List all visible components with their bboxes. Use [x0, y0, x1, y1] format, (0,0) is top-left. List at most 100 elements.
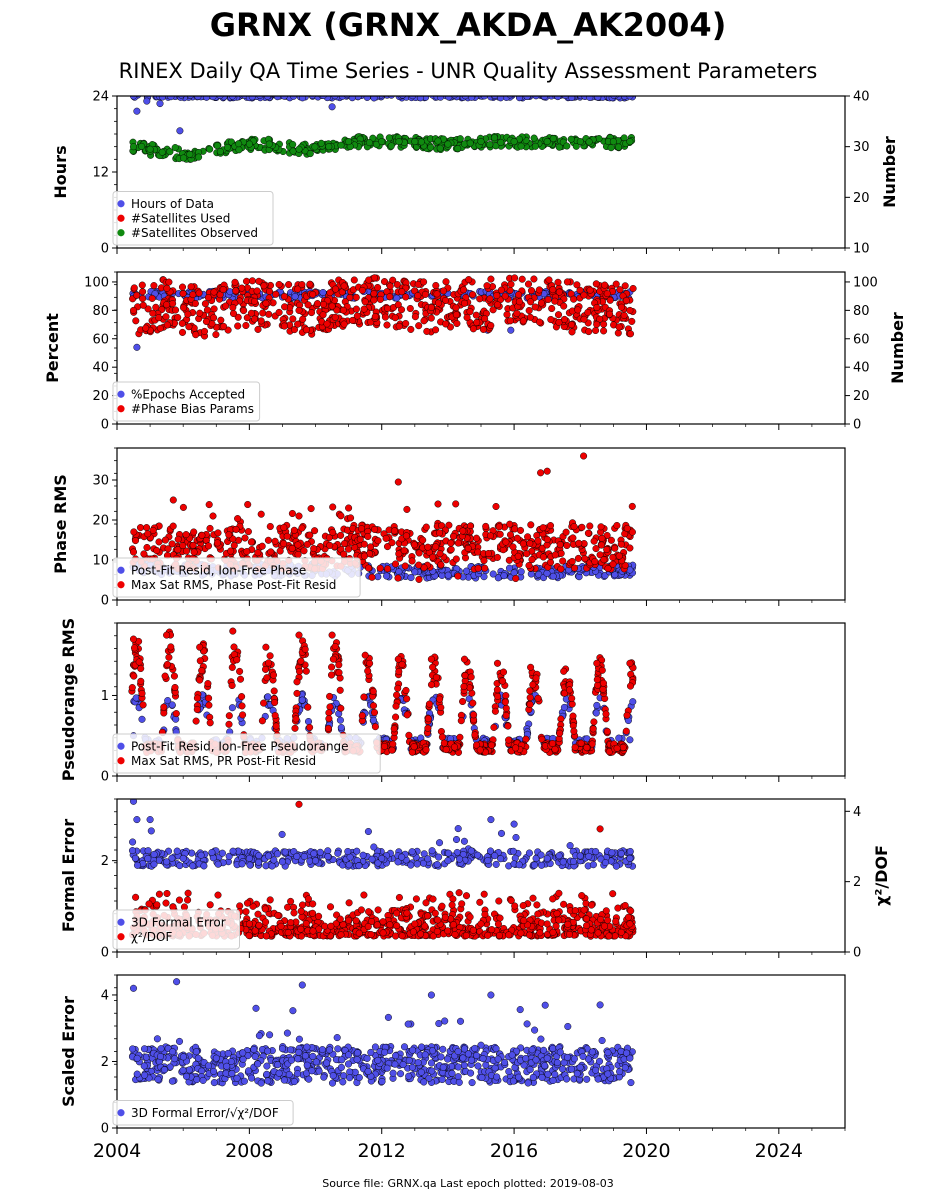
series-4-2-point [265, 659, 273, 667]
series-2-2-point [370, 296, 378, 304]
series-3-2-point [345, 504, 353, 512]
series-4-2-point [138, 689, 146, 697]
series-2-2-point [487, 275, 495, 283]
series-2-2-point [433, 290, 441, 298]
series-2-2-point [397, 306, 406, 314]
series-4-2-point [402, 686, 410, 694]
series-5-1-point [538, 861, 546, 869]
legend-marker [117, 200, 125, 208]
series-3-2-point [557, 565, 565, 573]
series-1-1-point [506, 96, 514, 99]
series-4-2-point [602, 710, 610, 718]
series-2-2-point [139, 295, 147, 303]
series-4-2-point [238, 702, 246, 710]
series-3-2-point [452, 555, 460, 563]
series-3-2-point [543, 467, 551, 475]
series-3-2-point [243, 548, 251, 556]
series-3-2-point [525, 561, 533, 570]
series-2-2-point [202, 317, 210, 326]
series-3-1-point [374, 573, 382, 581]
series-2-2-point [340, 282, 348, 290]
series-2-2-point [152, 303, 160, 311]
series-4-2-point [593, 676, 601, 684]
series-5-1-point [311, 857, 320, 865]
y2-tick-label: 20 [853, 191, 870, 206]
series-4-2-point [469, 699, 477, 707]
series-4-2-point [460, 683, 468, 691]
series-3-2-point [419, 536, 427, 544]
series-4-2-point [370, 708, 379, 717]
series-3-2-point [437, 561, 445, 569]
series-5-1-point [270, 856, 278, 864]
series-2-2-point [138, 281, 146, 289]
series-4-2-point [371, 723, 379, 731]
series-2-2-point [515, 298, 523, 306]
series-2-2-point [313, 300, 322, 308]
series-5-1-point [444, 849, 453, 857]
series-1-3-point [206, 145, 214, 153]
series-5-1-point [345, 861, 353, 869]
series-3-2-point [143, 524, 151, 532]
series-1-1-point [409, 96, 417, 100]
series-5-1-point [218, 849, 226, 857]
series-3-2-point [360, 552, 368, 560]
series-5-1-point [189, 862, 197, 870]
series-3-2-point [597, 523, 605, 531]
series-2-2-point [518, 275, 526, 283]
series-2-2-point [526, 313, 534, 321]
series-2-2-point [144, 305, 152, 313]
series-2-2-point [473, 318, 481, 326]
series-2-2-point [601, 281, 609, 289]
series-1-3-point [146, 145, 154, 153]
series-4-2-point [172, 710, 180, 718]
y2-axis-label: Number [888, 312, 907, 384]
series-2-2-point [554, 278, 562, 286]
series-2-2-point [250, 315, 259, 323]
series-5-1-point [576, 852, 584, 860]
series-2-2-point [411, 287, 419, 295]
series-4-2-point [139, 701, 147, 709]
series-4-2-point [460, 655, 469, 663]
series-1-1-point [129, 96, 138, 100]
series-3-2-point [388, 539, 396, 547]
series-3-2-point [584, 529, 592, 537]
series-2-2-point [615, 323, 623, 331]
series-4-2-point [490, 723, 498, 731]
series-3-2-point [596, 551, 604, 559]
series-3-2-point [214, 529, 222, 537]
series-2-2-point [469, 325, 477, 333]
series-3-2-point [294, 550, 302, 559]
series-2-2-point [606, 296, 614, 304]
series-5-1-point [456, 855, 464, 863]
series-4-2-point [263, 674, 271, 682]
series-3-2-point [415, 561, 423, 569]
series-5-1-point [569, 857, 578, 866]
series-5-1-point [278, 858, 286, 866]
series-5-1-point [626, 847, 634, 856]
y-tick-label: 12 [92, 166, 109, 181]
series-2-2-point [530, 275, 538, 283]
y-tick-label: 10 [92, 554, 109, 569]
series-1-1-point [158, 96, 166, 101]
series-2-2-point [240, 307, 248, 315]
series-1-3-point [306, 150, 314, 158]
series-4-1-point [560, 703, 568, 711]
series-5-2-point [438, 902, 446, 910]
series-4-2-point [292, 715, 300, 723]
series-4-1-point [228, 704, 236, 712]
y2-tick-label: 100 [853, 275, 878, 290]
series-4-2-point [548, 739, 557, 748]
series-1-3-point [235, 140, 243, 148]
series-4-2-point [395, 668, 403, 676]
series-5-1-point [515, 861, 523, 869]
series-5-1-point [214, 860, 222, 868]
series-5-1-point [176, 862, 184, 870]
series-2-2-point [547, 315, 555, 324]
series-1-1-point [515, 96, 524, 102]
series-1-3-point [411, 138, 419, 146]
series-1-3-point [456, 135, 464, 143]
series-4-2-point [505, 736, 513, 744]
series-4-2-point [165, 653, 173, 661]
series-4-2-point [293, 689, 301, 697]
series-4-2-point [527, 663, 535, 671]
